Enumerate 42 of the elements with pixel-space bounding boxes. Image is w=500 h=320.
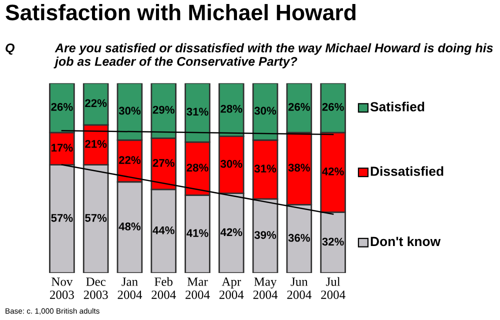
data-label: 57% bbox=[85, 214, 107, 222]
data-label: 30% bbox=[220, 160, 242, 168]
data-label: 31% bbox=[254, 164, 276, 173]
x-tick-label: May 2004 bbox=[253, 278, 278, 299]
data-label: 28% bbox=[186, 164, 208, 172]
x-tick-label: Apr 2004 bbox=[219, 278, 244, 299]
data-label: 21% bbox=[85, 140, 107, 148]
legend-label: Satisfied bbox=[370, 102, 424, 112]
data-label: 57% bbox=[51, 214, 73, 222]
data-label: 27% bbox=[152, 158, 174, 167]
data-label: 32% bbox=[322, 238, 344, 246]
data-label: 41% bbox=[186, 229, 208, 238]
data-label: 44% bbox=[152, 226, 174, 234]
data-label: 31% bbox=[186, 108, 208, 116]
data-label: 29% bbox=[152, 106, 174, 114]
data-label: 28% bbox=[220, 104, 242, 113]
data-label: 22% bbox=[118, 156, 141, 164]
data-label: 30% bbox=[254, 106, 276, 115]
text: Satisfaction with Michael Howard bbox=[6, 4, 356, 20]
data-label: 22% bbox=[85, 99, 107, 108]
data-label: 42% bbox=[322, 168, 344, 176]
data-label: 48% bbox=[118, 222, 141, 230]
x-tick-label: Nov 2003 bbox=[50, 278, 74, 299]
data-label: 36% bbox=[288, 234, 310, 242]
data-label: 17% bbox=[52, 144, 73, 152]
data-label: 39% bbox=[254, 231, 276, 239]
data-label: 38% bbox=[288, 164, 310, 172]
x-tick-label: Jun 2004 bbox=[287, 278, 312, 299]
text: Are you satisfied or dissatisfied with the way Michael Howard is doing his job as Leader of the Conservative Party? bbox=[54, 43, 493, 68]
x-tick-label: Feb 2004 bbox=[152, 277, 176, 299]
data-label: 30% bbox=[118, 106, 141, 115]
data-label: 26% bbox=[288, 102, 310, 111]
x-tick-label: Dec 2003 bbox=[84, 278, 108, 299]
legend-label: Don't know bbox=[370, 236, 441, 246]
data-label: 26% bbox=[322, 102, 344, 111]
legend-label: Dissatisfied bbox=[370, 166, 444, 176]
text: Q bbox=[6, 44, 15, 55]
data-label: 42% bbox=[220, 228, 242, 236]
x-tick-label: Jan 2004 bbox=[118, 278, 142, 299]
data-label: 26% bbox=[51, 102, 73, 111]
x-tick-label: Mar 2004 bbox=[186, 278, 210, 299]
x-tick-label: Jul 2004 bbox=[321, 277, 346, 299]
